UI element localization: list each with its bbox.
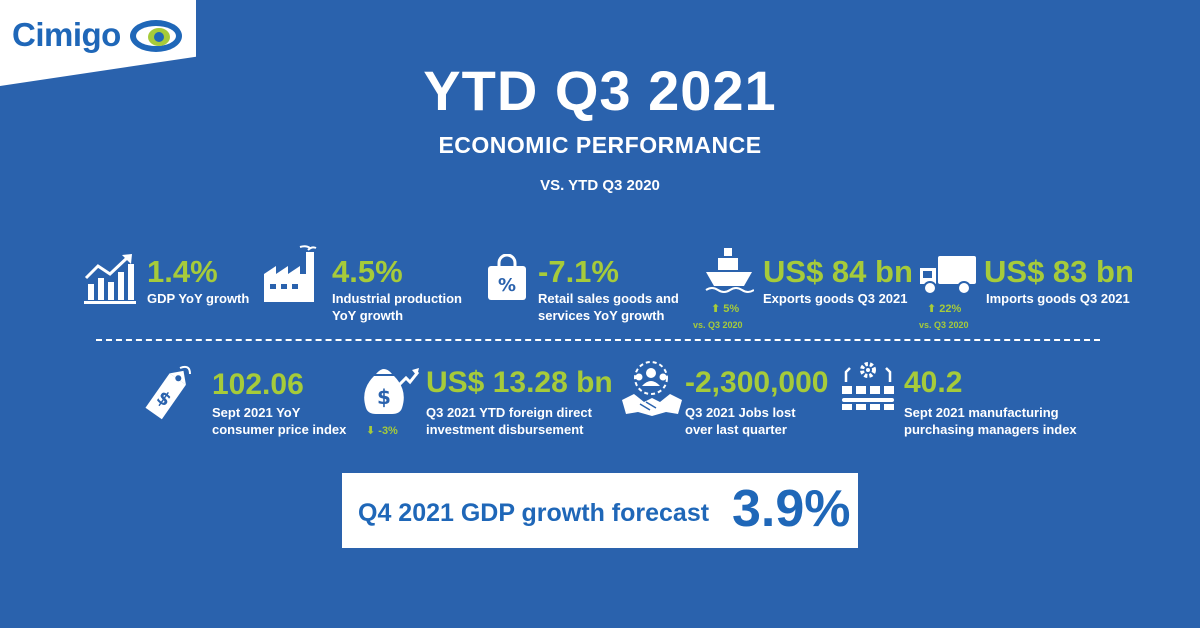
cpi-label: Sept 2021 YoY consumer price index [212,405,347,437]
exports-change: ⬆ 5% [711,303,740,315]
fdi-change: ⬇ -3% [366,425,398,437]
brand-logo-text: Cimigo [12,16,121,53]
industrial-value: 4.5% [332,254,403,289]
bar-chart-growth-icon [84,254,136,304]
industrial-label: Industrial production YoY growth [332,291,462,323]
section-divider [96,339,1100,341]
page-title: YTD Q3 2021 [423,59,777,122]
jobs-value: -2,300,000 [685,366,829,399]
forecast-value: 3.9% [732,480,851,538]
fdi-label: Q3 2021 YTD foreign direct investment di… [426,405,592,437]
forecast-label: Q4 2021 GDP growth forecast [358,499,710,527]
arrow-up-icon: ⬆ [927,303,937,315]
gdp-label: GDP YoY growth [147,291,250,306]
imports-value: US$ 83 bn [984,254,1134,289]
gdp-value: 1.4% [147,254,218,289]
money-bag-icon: $ [364,368,420,414]
exports-label: Exports goods Q3 2021 [763,291,908,306]
svg-text:%: % [498,275,516,296]
shopping-bag-percent-icon: % [488,254,526,300]
imports-change: ⬆ 22% [927,303,962,315]
fdi-value: US$ 13.28 bn [426,366,613,399]
pmi-label: Sept 2021 manufacturing purchasing manag… [904,405,1077,437]
exports-value: US$ 84 bn [763,254,913,289]
pmi-value: 40.2 [904,366,963,399]
arrow-down-icon: ⬇ [366,425,376,437]
svg-text:$: $ [377,385,391,409]
comparison-note: VS. YTD Q3 2020 [540,177,660,194]
imports-change-note: vs. Q3 2020 [919,320,969,330]
arrow-up-icon: ⬆ [711,303,721,315]
manufacturing-gears-icon [842,362,894,410]
price-tag-dollar-icon: $ [145,365,191,420]
people-handshake-icon [622,361,682,416]
retail-label: Retail sales goods and services YoY grow… [538,291,679,323]
retail-value: -7.1% [538,254,619,289]
eye-logo-icon [130,20,182,52]
gdp-forecast-box: Q4 2021 GDP growth forecast 3.9% [342,473,858,548]
delivery-truck-icon [920,256,976,295]
page-subtitle: ECONOMIC PERFORMANCE [438,132,762,158]
cpi-value: 102.06 [212,368,304,401]
exports-change-note: vs. Q3 2020 [693,320,743,330]
cargo-ship-icon [705,248,754,293]
imports-label: Imports goods Q3 2021 [986,291,1130,306]
factory-icon [264,245,317,302]
jobs-label: Q3 2021 Jobs lost over last quarter [685,405,796,437]
